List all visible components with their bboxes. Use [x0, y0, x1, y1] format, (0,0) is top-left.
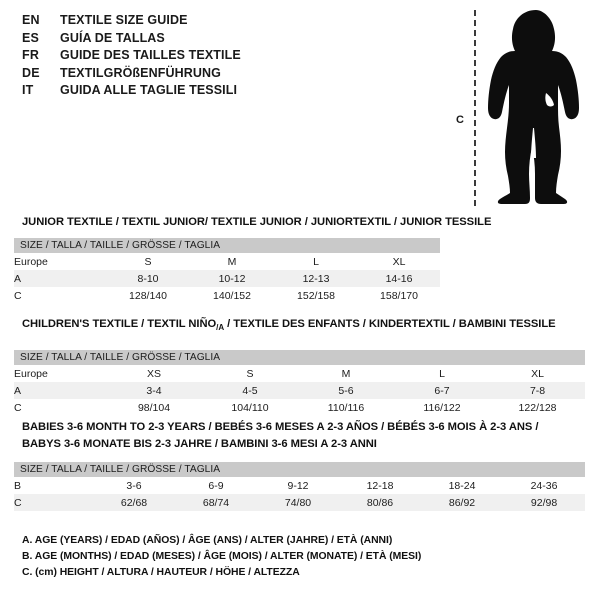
language-code: FR	[22, 48, 40, 63]
language-row-en: EN TEXTILE SIZE GUIDE	[22, 13, 442, 31]
children-title-post: / TEXTILE DES ENFANTS / KINDERTEXTIL / B…	[224, 318, 556, 330]
cell-value: 14-16	[358, 270, 441, 287]
legend-line-c: C. (cm) HEIGHT / ALTURA / HAUTEUR / HÖHE…	[22, 567, 300, 578]
legend-block: A. AGE (YEARS) / EDAD (AÑOS) / ÂGE (ANS)…	[22, 535, 582, 583]
cell-value: 7-8	[490, 382, 586, 399]
cell-value: 152/158	[274, 287, 358, 304]
cell-value: 24-36	[503, 477, 586, 494]
legend-line-a: A. AGE (YEARS) / EDAD (AÑOS) / ÂGE (ANS)…	[22, 535, 393, 546]
cell-value: 158/170	[358, 287, 441, 304]
height-dashed-line	[474, 10, 476, 206]
cell-value: 86/92	[421, 494, 503, 511]
children-size-table: SIZE / TALLA / TAILLE / GRÖSSE / TAGLIA …	[14, 350, 586, 416]
cell-value: L	[394, 365, 490, 382]
cell-value: 62/68	[93, 494, 175, 511]
cell-value: 3-6	[93, 477, 175, 494]
cell-value: M	[298, 365, 394, 382]
children-section-title: CHILDREN'S TEXTILE / TEXTIL NIÑO/A / TEX…	[22, 318, 556, 332]
children-title-subscript: /A	[216, 323, 225, 333]
row-label: C	[14, 399, 106, 416]
junior-size-table: SIZE / TALLA / TAILLE / GRÖSSE / TAGLIA …	[14, 238, 441, 304]
language-title: TEXTILGRÖßENFÜHRUNG	[60, 65, 221, 80]
cell-value: 12-13	[274, 270, 358, 287]
cell-value: 80/86	[339, 494, 421, 511]
language-title: TEXTILE SIZE GUIDE	[60, 13, 188, 27]
cell-value: XS	[106, 365, 202, 382]
height-measurement-figure: C	[450, 8, 592, 208]
cell-value: 12-18	[339, 477, 421, 494]
table-row: Europe S M L XL	[14, 253, 441, 270]
row-label: C	[14, 287, 106, 304]
junior-size-bar-label: SIZE / TALLA / TAILLE / GRÖSSE / TAGLIA	[14, 238, 441, 253]
cell-value: 92/98	[503, 494, 586, 511]
cell-value: 122/128	[490, 399, 586, 416]
cell-value: 104/110	[202, 399, 298, 416]
cell-value: L	[274, 253, 358, 270]
cell-value: 98/104	[106, 399, 202, 416]
height-measure-label: C	[456, 114, 464, 126]
table-row: C 62/68 68/74 74/80 80/86 86/92 92/98	[14, 494, 586, 511]
language-title-block: EN TEXTILE SIZE GUIDE ES GUÍA DE TALLAS …	[22, 13, 442, 101]
cell-value: 4-5	[202, 382, 298, 399]
row-label: A	[14, 382, 106, 399]
babies-size-bar-label: SIZE / TALLA / TAILLE / GRÖSSE / TAGLIA	[14, 462, 586, 477]
cell-value: 116/122	[394, 399, 490, 416]
language-row-it: IT GUIDA ALLE TAGLIE TESSILI	[22, 83, 442, 101]
children-table-header-bar: SIZE / TALLA / TAILLE / GRÖSSE / TAGLIA	[14, 350, 586, 365]
cell-value: 5-6	[298, 382, 394, 399]
cell-value: XL	[490, 365, 586, 382]
junior-table-header-bar: SIZE / TALLA / TAILLE / GRÖSSE / TAGLIA	[14, 238, 441, 253]
row-label: A	[14, 270, 106, 287]
table-row: B 3-6 6-9 9-12 12-18 18-24 24-36	[14, 477, 586, 494]
table-row: C 98/104 104/110 110/116 116/122 122/128	[14, 399, 586, 416]
cell-value: 10-12	[190, 270, 274, 287]
cell-value: M	[190, 253, 274, 270]
table-row: C 128/140 140/152 152/158 158/170	[14, 287, 441, 304]
babies-table-header-bar: SIZE / TALLA / TAILLE / GRÖSSE / TAGLIA	[14, 462, 586, 477]
table-row: A 8-10 10-12 12-13 14-16	[14, 270, 441, 287]
row-label: B	[14, 477, 93, 494]
language-title: GUIDA ALLE TAGLIE TESSILI	[60, 83, 238, 98]
language-code: EN	[22, 13, 40, 27]
legend-line-b: B. AGE (MONTHS) / EDAD (MESES) / ÂGE (MO…	[22, 551, 422, 562]
cell-value: 3-4	[106, 382, 202, 399]
babies-section-title-line2: BABYS 3-6 MONATE BIS 2-3 JAHRE / BAMBINI…	[22, 438, 377, 450]
cell-value: 110/116	[298, 399, 394, 416]
language-code: IT	[22, 83, 34, 98]
language-code: DE	[22, 65, 40, 80]
junior-section-title: JUNIOR TEXTILE / TEXTIL JUNIOR/ TEXTILE …	[22, 216, 492, 228]
row-label: Europe	[14, 253, 106, 270]
language-title: GUÍA DE TALLAS	[60, 30, 165, 45]
cell-value: 68/74	[175, 494, 257, 511]
table-row: A 3-4 4-5 5-6 6-7 7-8	[14, 382, 586, 399]
cell-value: 140/152	[190, 287, 274, 304]
language-row-fr: FR GUIDE DES TAILLES TEXTILE	[22, 48, 442, 66]
cell-value: 128/140	[106, 287, 190, 304]
toddler-silhouette-icon	[484, 8, 588, 211]
cell-value: 9-12	[257, 477, 339, 494]
children-title-pre: CHILDREN'S TEXTILE / TEXTIL NIÑO	[22, 318, 217, 330]
language-row-es: ES GUÍA DE TALLAS	[22, 31, 442, 49]
language-code: ES	[22, 30, 40, 45]
babies-section-title-line1: BABIES 3-6 MONTH TO 2-3 YEARS / BEBÉS 3-…	[22, 421, 539, 433]
row-label: Europe	[14, 365, 106, 382]
cell-value: 18-24	[421, 477, 503, 494]
cell-value: 6-9	[175, 477, 257, 494]
cell-value: S	[106, 253, 190, 270]
table-row: Europe XS S M L XL	[14, 365, 586, 382]
row-label: C	[14, 494, 93, 511]
children-size-bar-label: SIZE / TALLA / TAILLE / GRÖSSE / TAGLIA	[14, 350, 586, 365]
cell-value: 8-10	[106, 270, 190, 287]
cell-value: S	[202, 365, 298, 382]
cell-value: 74/80	[257, 494, 339, 511]
cell-value: 6-7	[394, 382, 490, 399]
language-title: GUIDE DES TAILLES TEXTILE	[60, 48, 241, 63]
babies-size-table: SIZE / TALLA / TAILLE / GRÖSSE / TAGLIA …	[14, 462, 586, 511]
cell-value: XL	[358, 253, 441, 270]
language-row-de: DE TEXTILGRÖßENFÜHRUNG	[22, 66, 442, 84]
